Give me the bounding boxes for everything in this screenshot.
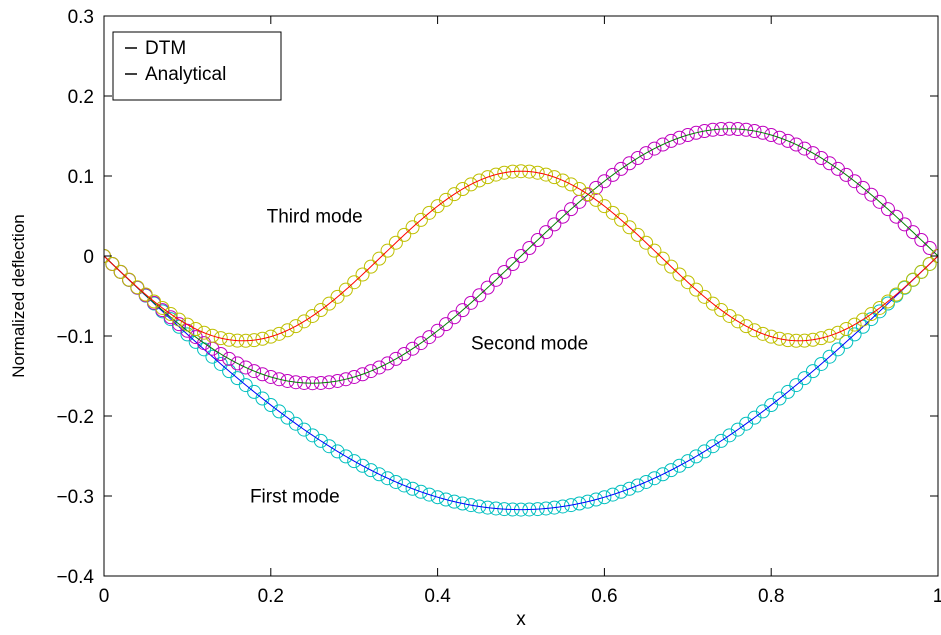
plot-area <box>98 122 941 516</box>
y-tick-label: −0.4 <box>56 567 94 588</box>
y-tick-label: 0.1 <box>68 167 94 188</box>
x-tick-label: 0.8 <box>758 586 784 607</box>
legend-entry-label: Analytical <box>145 64 226 85</box>
x-tick-label: 0.6 <box>591 586 617 607</box>
series-2-annotation: Second mode <box>471 334 588 355</box>
x-axis-label: x <box>516 609 526 630</box>
y-tick-label: −0.2 <box>56 407 94 428</box>
y-tick-label: 0.2 <box>68 87 94 108</box>
y-tick-label: 0 <box>83 247 94 268</box>
annotations: Third mode Second mode First mode <box>250 206 588 507</box>
x-tick-label: 0 <box>99 586 110 607</box>
legend-entry-label: DTM <box>145 38 186 59</box>
legend: DTM Analytical <box>113 32 281 100</box>
x-tick-label: 0.2 <box>258 586 284 607</box>
x-tick-label: 1 <box>933 586 941 607</box>
y-tick-label: −0.3 <box>56 487 94 508</box>
y-axis-label: Normalized deflection <box>9 214 28 377</box>
y-tick-label: −0.1 <box>56 327 94 348</box>
series-1-analytical-line <box>104 256 938 510</box>
y-tick-label: 0.3 <box>68 7 94 28</box>
series-3-annotation: Third mode <box>267 206 363 227</box>
series-1-annotation: First mode <box>250 486 340 507</box>
x-tick-label: 0.4 <box>424 586 451 607</box>
series-3-markers <box>98 165 941 348</box>
series-1-markers <box>98 250 941 517</box>
